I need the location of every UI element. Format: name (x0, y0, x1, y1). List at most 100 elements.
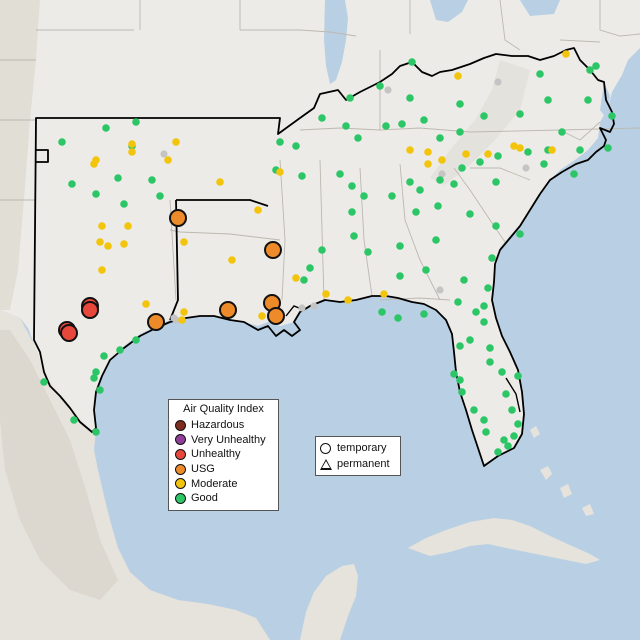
monitor-marker-good[interactable] (508, 406, 516, 414)
monitor-marker-unknown[interactable] (298, 304, 306, 312)
monitor-marker-moderate[interactable] (516, 144, 524, 152)
monitor-marker-good[interactable] (558, 128, 566, 136)
monitor-marker-good[interactable] (586, 66, 594, 74)
monitor-marker-good[interactable] (486, 358, 494, 366)
monitor-marker-good[interactable] (412, 208, 420, 216)
monitor-marker-moderate[interactable] (96, 238, 104, 246)
monitor-marker-good[interactable] (436, 134, 444, 142)
monitor-marker-usg[interactable] (147, 313, 165, 331)
monitor-marker-good[interactable] (298, 172, 306, 180)
monitor-marker-unknown[interactable] (170, 314, 178, 322)
monitor-marker-moderate[interactable] (90, 160, 98, 168)
monitor-marker-moderate[interactable] (484, 150, 492, 158)
monitor-marker-good[interactable] (436, 176, 444, 184)
monitor-marker-good[interactable] (480, 318, 488, 326)
monitor-marker-good[interactable] (92, 428, 100, 436)
monitor-marker-good[interactable] (502, 390, 510, 398)
monitor-marker-good[interactable] (494, 448, 502, 456)
monitor-marker-good[interactable] (494, 152, 502, 160)
monitor-marker-good[interactable] (92, 190, 100, 198)
monitor-marker-good[interactable] (90, 374, 98, 382)
monitor-marker-good[interactable] (544, 96, 552, 104)
monitor-marker-moderate[interactable] (322, 290, 330, 298)
monitor-marker-moderate[interactable] (406, 146, 414, 154)
monitor-marker-good[interactable] (318, 246, 326, 254)
monitor-marker-moderate[interactable] (98, 222, 106, 230)
monitor-marker-good[interactable] (492, 222, 500, 230)
monitor-marker-good[interactable] (422, 266, 430, 274)
monitor-marker-moderate[interactable] (128, 148, 136, 156)
monitor-marker-good[interactable] (456, 100, 464, 108)
monitor-marker-good[interactable] (480, 112, 488, 120)
monitor-marker-good[interactable] (456, 128, 464, 136)
monitor-marker-good[interactable] (514, 372, 522, 380)
monitor-marker-good[interactable] (420, 116, 428, 124)
monitor-marker-moderate[interactable] (98, 266, 106, 274)
monitor-marker-good[interactable] (348, 208, 356, 216)
monitor-marker-moderate[interactable] (344, 296, 352, 304)
monitor-marker-good[interactable] (592, 62, 600, 70)
monitor-marker-usg[interactable] (267, 307, 285, 325)
monitor-marker-good[interactable] (460, 276, 468, 284)
monitor-marker-good[interactable] (354, 134, 362, 142)
monitor-marker-good[interactable] (458, 164, 466, 172)
monitor-marker-unhealthy[interactable] (60, 324, 78, 342)
monitor-marker-unknown[interactable] (310, 302, 318, 310)
monitor-marker-moderate[interactable] (454, 72, 462, 80)
monitor-marker-good[interactable] (300, 276, 308, 284)
monitor-marker-good[interactable] (458, 388, 466, 396)
monitor-marker-good[interactable] (472, 308, 480, 316)
monitor-marker-good[interactable] (480, 416, 488, 424)
monitor-marker-good[interactable] (536, 70, 544, 78)
monitor-marker-moderate[interactable] (380, 290, 388, 298)
monitor-marker-good[interactable] (132, 336, 140, 344)
monitor-marker-good[interactable] (292, 142, 300, 150)
monitor-marker-good[interactable] (516, 230, 524, 238)
monitor-marker-good[interactable] (336, 170, 344, 178)
monitor-marker-good[interactable] (504, 442, 512, 450)
monitor-marker-good[interactable] (584, 96, 592, 104)
monitor-marker-good[interactable] (498, 368, 506, 376)
monitor-marker-moderate[interactable] (142, 300, 150, 308)
monitor-marker-usg[interactable] (264, 241, 282, 259)
monitor-marker-good[interactable] (342, 122, 350, 130)
monitor-marker-good[interactable] (488, 254, 496, 262)
monitor-marker-unknown[interactable] (494, 78, 502, 86)
monitor-marker-moderate[interactable] (180, 238, 188, 246)
monitor-marker-good[interactable] (450, 180, 458, 188)
monitor-marker-good[interactable] (476, 158, 484, 166)
monitor-marker-moderate[interactable] (104, 242, 112, 250)
monitor-marker-unknown[interactable] (384, 86, 392, 94)
monitor-marker-moderate[interactable] (258, 312, 266, 320)
monitor-marker-good[interactable] (364, 248, 372, 256)
monitor-marker-good[interactable] (350, 232, 358, 240)
monitor-marker-moderate[interactable] (548, 146, 556, 154)
monitor-marker-good[interactable] (132, 118, 140, 126)
monitor-marker-good[interactable] (348, 182, 356, 190)
monitor-marker-good[interactable] (96, 386, 104, 394)
monitor-marker-moderate[interactable] (438, 156, 446, 164)
monitor-marker-good[interactable] (318, 114, 326, 122)
monitor-marker-good[interactable] (346, 94, 354, 102)
monitor-marker-good[interactable] (454, 298, 462, 306)
monitor-marker-good[interactable] (396, 272, 404, 280)
monitor-marker-moderate[interactable] (164, 156, 172, 164)
monitor-marker-good[interactable] (456, 376, 464, 384)
monitor-marker-good[interactable] (376, 82, 384, 90)
monitor-marker-good[interactable] (398, 120, 406, 128)
monitor-marker-moderate[interactable] (424, 148, 432, 156)
monitor-marker-good[interactable] (378, 308, 386, 316)
monitor-marker-usg[interactable] (169, 209, 187, 227)
monitor-marker-moderate[interactable] (228, 256, 236, 264)
monitor-marker-moderate[interactable] (254, 206, 262, 214)
monitor-marker-good[interactable] (432, 236, 440, 244)
monitor-marker-good[interactable] (524, 148, 532, 156)
monitor-marker-good[interactable] (480, 302, 488, 310)
monitor-marker-good[interactable] (148, 176, 156, 184)
monitor-marker-good[interactable] (470, 406, 478, 414)
monitor-marker-moderate[interactable] (120, 240, 128, 248)
monitor-marker-good[interactable] (360, 192, 368, 200)
monitor-marker-usg[interactable] (219, 301, 237, 319)
monitor-marker-good[interactable] (156, 192, 164, 200)
